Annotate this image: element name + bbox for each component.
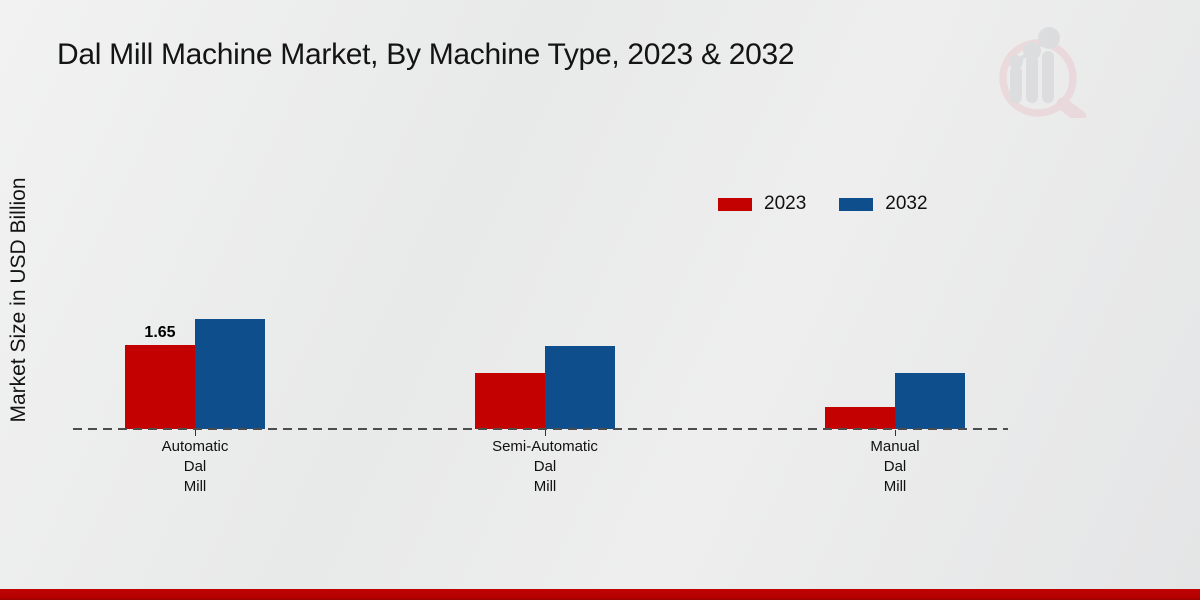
x-axis-tick	[895, 430, 896, 436]
legend: 2023 2032	[718, 193, 928, 215]
bar-2032-0	[195, 319, 265, 429]
legend-label: 2032	[885, 193, 928, 214]
chart-title: Dal Mill Machine Market, By Machine Type…	[57, 38, 795, 71]
bar-2023-2	[825, 407, 895, 429]
legend-item-2023: 2023	[718, 193, 806, 215]
bar-2032-1	[545, 346, 615, 429]
legend-label: 2023	[764, 193, 807, 214]
legend-swatch	[718, 197, 752, 211]
legend-item-2032: 2032	[839, 193, 928, 215]
market-research-future-logo-icon	[999, 27, 1087, 118]
bar-value-label: 1.65	[144, 324, 176, 341]
x-axis-tick	[195, 430, 196, 436]
bar-2032-2	[895, 373, 965, 429]
x-axis-tick	[545, 430, 546, 436]
bar-2023-0	[125, 345, 195, 429]
x-axis-category-label: Semi-Automatic Dal Mill	[492, 438, 598, 495]
x-axis-category-label: Manual Dal Mill	[870, 438, 920, 495]
bar-2023-1	[475, 373, 545, 429]
x-axis-baseline	[73, 428, 1008, 430]
x-axis-category-label: Automatic Dal Mill	[161, 438, 229, 495]
footer-accent-bar	[0, 589, 1200, 600]
legend-swatch	[839, 197, 874, 211]
